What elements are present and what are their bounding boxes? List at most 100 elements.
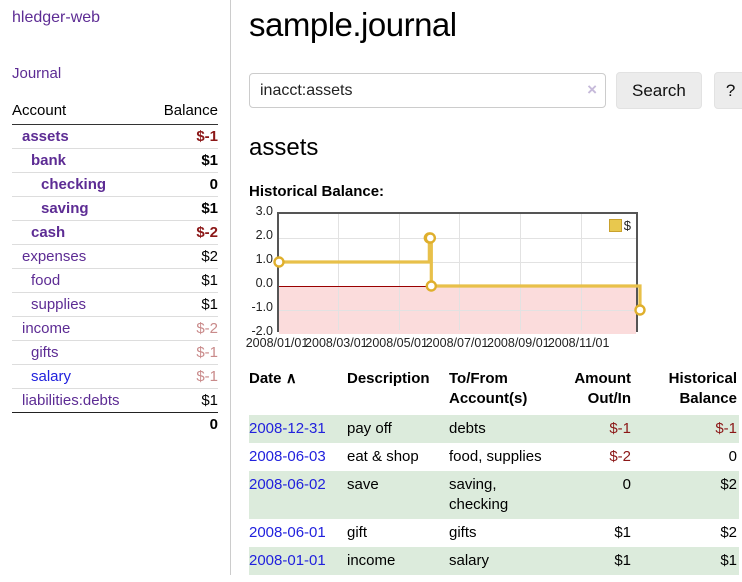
x-tick-label: 2008/07/01 (425, 336, 489, 350)
account-row: expenses $2 (12, 244, 218, 269)
accounts-header-row: Account Balance (12, 99, 218, 125)
page-title: sample.journal (249, 6, 457, 43)
transaction-amount: $1 (614, 524, 631, 541)
account-row: gifts $-1 (12, 340, 218, 365)
transaction-balance: $-1 (715, 420, 737, 437)
chart-plot-area: $ (273, 212, 646, 334)
legend-label: $ (623, 218, 631, 233)
account-balance: $1 (148, 292, 218, 317)
account-row: checking 0 (12, 172, 218, 197)
register-row: 2008-01-01 income salary $1 $1 (249, 547, 739, 575)
balance-line (273, 232, 646, 316)
account-balance: $-2 (148, 220, 218, 245)
accounts-total-value: 0 (148, 412, 218, 437)
account-link-saving[interactable]: saving (41, 200, 89, 217)
register-row: 2008-12-31 pay off debts $-1 $-1 (249, 415, 739, 443)
x-tick-label: 2008/05/01 (365, 336, 428, 350)
transaction-balance: 0 (728, 448, 737, 465)
account-row: assets $-1 (12, 124, 218, 149)
transaction-date-link[interactable]: 2008-06-01 (249, 524, 326, 541)
clear-search-icon[interactable]: × (587, 80, 597, 99)
chart-y-axis-labels: 3.0 2.0 1.0 0.0 -1.0 -2.0 (249, 204, 275, 338)
y-tick-label: 2.0 (255, 228, 273, 242)
account-link-food[interactable]: food (31, 272, 61, 289)
transaction-balance: $2 (720, 476, 737, 493)
account-link-checking[interactable]: checking (41, 176, 107, 193)
transaction-account: salary (449, 552, 490, 569)
register-header-amount: Amount Out/In (574, 370, 631, 407)
account-link-assets[interactable]: assets (22, 128, 69, 145)
transaction-amount: $1 (614, 552, 631, 569)
account-row: salary $-1 (12, 364, 218, 389)
transaction-date-link[interactable]: 2008-06-02 (249, 476, 326, 493)
y-tick-label: 0.0 (255, 276, 273, 290)
accounts-table: Account Balance assets $-1 bank $1 check… (12, 99, 218, 437)
y-tick-label: -1.0 (251, 300, 273, 314)
main-content: sample.journal × Search ? assets Histori… (231, 0, 742, 575)
transaction-date-link[interactable]: 2008-12-31 (249, 420, 326, 437)
y-tick-label: 1.0 (255, 252, 273, 266)
x-tick-label: 2008/09/01 (487, 336, 550, 350)
accounts-header-account: Account (12, 99, 149, 125)
chart-title: Historical Balance: (249, 183, 385, 200)
accounts-total-row: 0 (12, 412, 218, 437)
sort-ascending-icon: ∧ (285, 370, 297, 387)
account-balance: $-1 (148, 364, 218, 389)
account-link-gifts[interactable]: gifts (31, 344, 59, 361)
account-row: liabilities:debts $1 (12, 388, 218, 413)
chart-legend: $ (608, 218, 631, 233)
account-link-supplies[interactable]: supplies (31, 296, 87, 313)
accounts-header-balance: Balance (148, 99, 218, 125)
register-header-balance: Historical Balance (668, 370, 737, 407)
account-balance: $-1 (148, 124, 218, 149)
x-tick-label: 2008/11/01 (547, 336, 610, 350)
account-link-income[interactable]: income (22, 320, 71, 337)
account-row: income $-2 (12, 316, 218, 341)
register-table: Date ∧ Description To/From Account(s) Am… (249, 367, 739, 575)
transaction-balance: $2 (720, 524, 737, 541)
search-button[interactable]: Search (616, 72, 702, 109)
transaction-date-link[interactable]: 2008-06-03 (249, 448, 326, 465)
account-row: bank $1 (12, 148, 218, 173)
account-link-liabilities-debts[interactable]: liabilities:debts (22, 392, 120, 409)
account-link-bank[interactable]: bank (31, 152, 67, 169)
help-button[interactable]: ? (713, 72, 742, 109)
account-balance: 0 (148, 172, 218, 197)
account-row: saving $1 (12, 196, 218, 221)
search-input[interactable] (249, 73, 606, 108)
x-tick-label: 2008/03/01 (305, 336, 368, 350)
transaction-amount: $-1 (609, 420, 631, 437)
register-header-account: To/From Account(s) (449, 370, 528, 407)
brand-link[interactable]: hledger-web (12, 9, 101, 26)
transaction-account: debts (449, 420, 486, 437)
transaction-description: gift (347, 524, 368, 541)
transaction-account: saving, checking (449, 476, 509, 513)
transaction-date-link[interactable]: 2008-01-01 (249, 552, 326, 569)
account-balance: $1 (148, 196, 218, 221)
transaction-description: eat & shop (347, 448, 419, 465)
register-header-row: Date ∧ Description To/From Account(s) Am… (249, 367, 739, 415)
account-row: food $1 (12, 268, 218, 293)
account-balance: $-1 (148, 340, 218, 365)
y-tick-label: -2.0 (251, 324, 273, 338)
register-row: 2008-06-02 save saving, checking 0 $2 (249, 471, 739, 519)
account-balance: $-2 (148, 316, 218, 341)
transaction-account: food, supplies (449, 448, 542, 465)
account-view-title: assets (249, 134, 319, 161)
transaction-balance: $1 (720, 552, 737, 569)
register-header-date[interactable]: Date ∧ (249, 370, 297, 387)
account-link-cash[interactable]: cash (31, 224, 66, 241)
account-link-salary[interactable]: salary (31, 368, 72, 385)
account-row: cash $-2 (12, 220, 218, 245)
historical-balance-chart: 3.0 2.0 1.0 0.0 -1.0 -2.0 $ 2008/01/01 2008/03… (246, 204, 742, 353)
transaction-amount: $-2 (609, 448, 631, 465)
transaction-description: save (347, 476, 379, 493)
transaction-amount: 0 (622, 476, 631, 493)
sidebar-item-journal[interactable]: Journal (12, 65, 62, 82)
account-row: supplies $1 (12, 292, 218, 317)
account-balance: $2 (148, 244, 218, 269)
account-balance: $1 (148, 388, 218, 413)
transaction-description: income (347, 552, 396, 569)
account-link-expenses[interactable]: expenses (22, 248, 87, 265)
